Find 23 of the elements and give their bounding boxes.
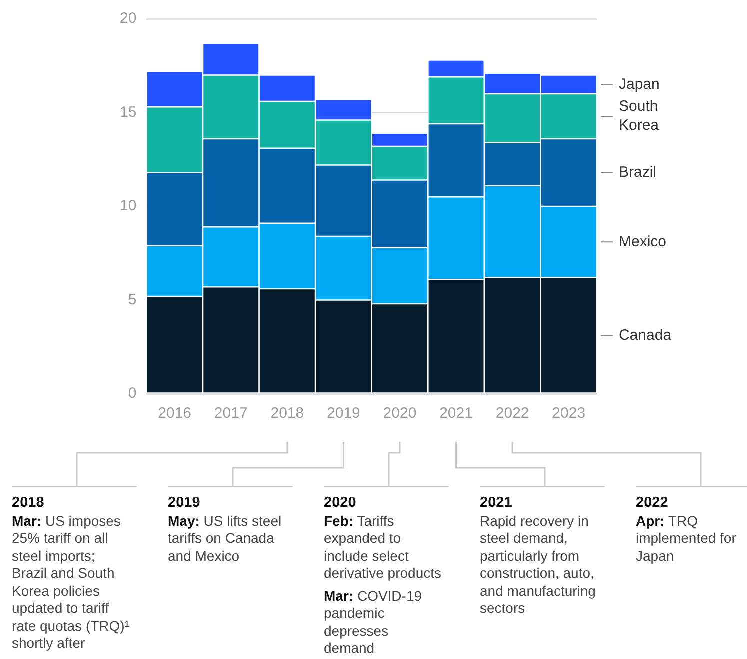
x-tick-label: 2018 [270, 405, 304, 422]
series-label: Mexico [619, 233, 667, 250]
y-tick-label: 10 [120, 198, 137, 215]
x-tick-label: 2020 [383, 405, 417, 422]
x-tick-label: 2016 [158, 405, 192, 422]
y-tick-label: 0 [128, 385, 137, 402]
text: 2021 Rapid recovery in steel demand, particularly from construction, auto, and manufacturing sectors [480, 495, 597, 618]
text: 2020 Feb: Tariffs expanded to include select derivative products Mar: COVID-19 pandemic depresses demand [324, 495, 442, 656]
x-tick-label: 2021 [440, 405, 473, 422]
y-tick-label: 5 [128, 291, 137, 308]
y-tick-label: 20 [120, 10, 137, 28]
series-label: Japan [619, 76, 660, 93]
series-label: Canada [619, 327, 672, 344]
text: 2019 May: US lifts steel tariffs on Canada and Mexico [168, 495, 283, 564]
x-tick-label: 2017 [214, 405, 248, 422]
x-tick-label: 2019 [327, 405, 360, 422]
x-tick-label: 2023 [552, 405, 586, 422]
text: 2022 Apr: TRQ implemented for Japan [636, 495, 738, 564]
series-label: South Korea [619, 98, 660, 134]
text: 2018 Mar: US imposes 25% tariff on all steel imports; Brazil and South Korea policies updated to tariff rate quotas (TRQ)¹ shortly after [12, 495, 130, 651]
y-tick-label: 15 [120, 104, 137, 121]
series-label: Brazil [619, 164, 657, 181]
x-tick-label: 2022 [496, 405, 530, 422]
